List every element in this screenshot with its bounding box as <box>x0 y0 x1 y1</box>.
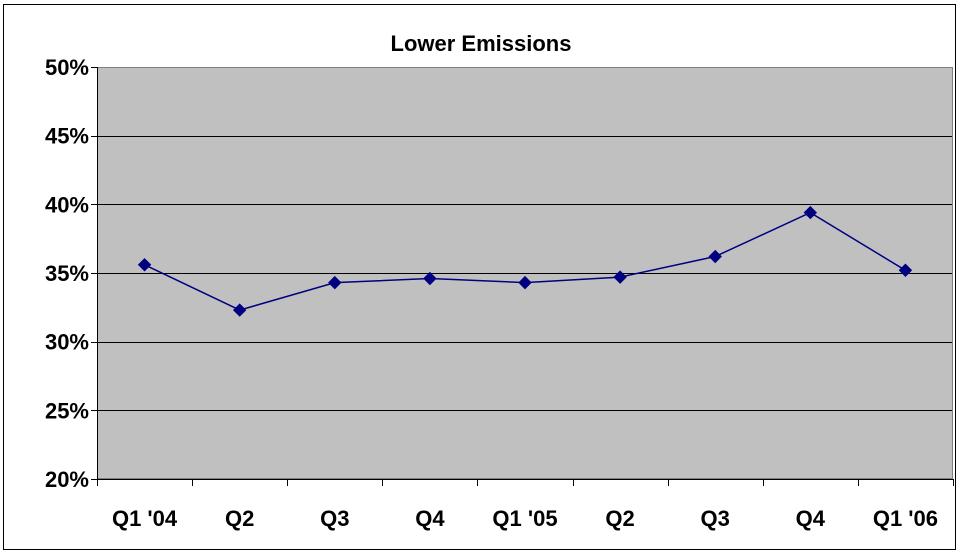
y-tick-label: 35% <box>45 261 89 286</box>
y-tick-label: 20% <box>45 467 89 492</box>
x-tick-label: Q2 <box>605 506 634 531</box>
y-tick-label: 50% <box>45 55 89 80</box>
y-tick-label: 40% <box>45 192 89 217</box>
y-tick-label: 30% <box>45 330 89 355</box>
x-tick-label: Q1 '06 <box>873 506 938 531</box>
x-tick-label: Q2 <box>225 506 254 531</box>
x-tick-label: Q1 '05 <box>492 506 557 531</box>
y-tick-label: 25% <box>45 398 89 423</box>
y-tick-label: 45% <box>45 124 89 149</box>
x-tick-label: Q1 '04 <box>112 506 178 531</box>
x-tick-label: Q3 <box>320 506 349 531</box>
x-tick-label: Q4 <box>796 506 826 531</box>
plot-area: 20% 25% 30% 35% 40% 45% 50% Q1 '04 Q2 Q3 Q4 Q1 '05 Q… <box>45 55 954 531</box>
x-tick-label: Q4 <box>415 506 445 531</box>
chart-title: Lower Emissions <box>391 31 572 56</box>
x-tick-label: Q3 <box>701 506 730 531</box>
